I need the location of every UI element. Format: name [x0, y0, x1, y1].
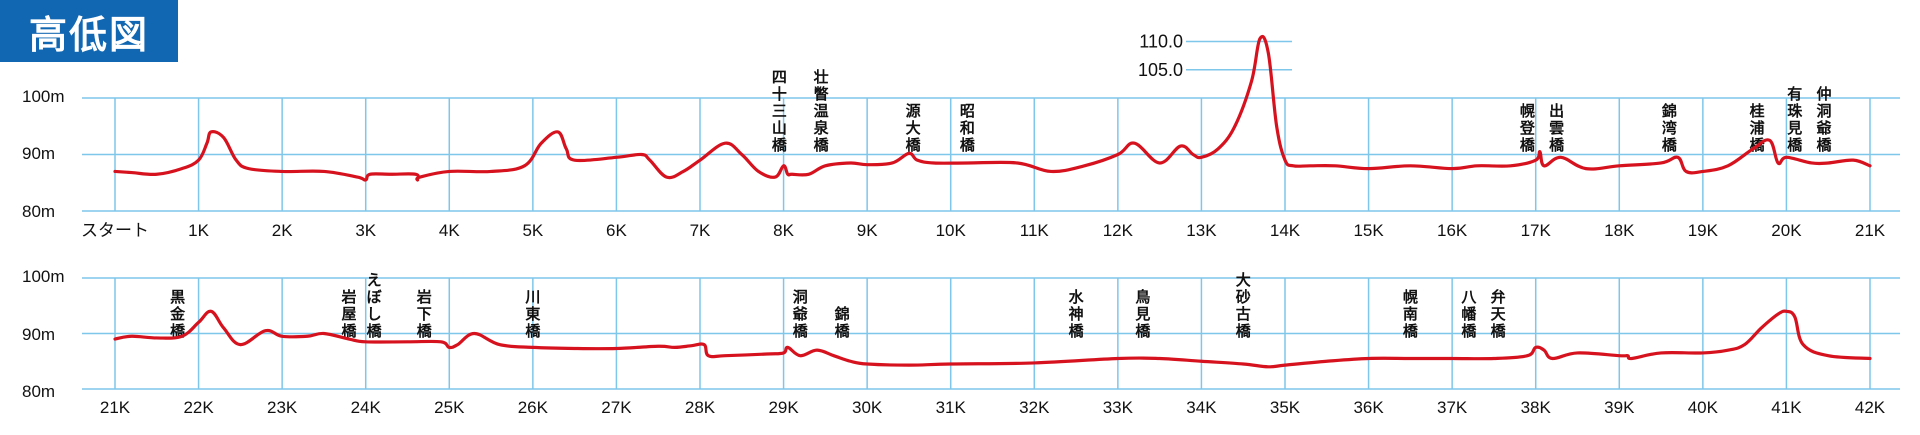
x-tick-label: 34K — [1186, 398, 1217, 417]
x-tick-label: 16K — [1437, 221, 1468, 240]
landmark-label: 大砂古橋 — [1236, 271, 1252, 340]
peak-elevation-label: 110.0 — [1139, 32, 1183, 52]
x-tick-label: 42K — [1855, 398, 1886, 417]
y-tick-label: 100m — [22, 267, 65, 286]
x-tick-label: 40K — [1688, 398, 1719, 417]
x-tick-label: 21K — [100, 398, 131, 417]
x-tick-label: 9K — [857, 221, 878, 240]
x-tick-label: 11K — [1020, 221, 1050, 240]
x-tick-label: 12K — [1103, 221, 1134, 240]
landmark-label: 有珠見橋 — [1786, 85, 1803, 154]
x-tick-label: 1K — [188, 221, 209, 240]
y-tick-label: 90m — [22, 144, 55, 163]
landmark-label: 岩下橋 — [416, 288, 433, 340]
y-tick-label: 80m — [22, 202, 55, 221]
landmark-label: 鳥見橋 — [1134, 288, 1151, 340]
x-tick-label: 7K — [690, 221, 711, 240]
x-tick-label: 31K — [936, 398, 967, 417]
x-tick-label: 15K — [1353, 221, 1384, 240]
x-tick-label: 37K — [1437, 398, 1468, 417]
chart-panel-2: 100m 90m 80m 21K 22K 23K 24K 25K 26K 27K 28K 29K 30K… — [22, 267, 1900, 417]
landmark-label: 昭和橋 — [960, 102, 976, 154]
x-tick-label: 19K — [1688, 221, 1719, 240]
x-tick-label: 28K — [685, 398, 716, 417]
x-tick-label: 32K — [1019, 398, 1050, 417]
landmark-label: 幌登橋 — [1519, 102, 1536, 154]
x-tick-label: 23K — [267, 398, 298, 417]
x-tick-label: 14K — [1270, 221, 1301, 240]
elevation-line — [113, 34, 1872, 182]
x-tick-label: 26K — [518, 398, 549, 417]
y-tick-label: 100m — [22, 87, 65, 106]
landmark-label: 源大橋 — [906, 102, 922, 154]
landmark-label: 幌南橋 — [1403, 288, 1419, 340]
x-tick-label: 8K — [773, 221, 794, 240]
landmark-label: 四十三山橋 — [772, 68, 788, 154]
x-tick-label: 36K — [1353, 398, 1384, 417]
landmark-label: 水神橋 — [1069, 288, 1085, 340]
x-tick-label: 41K — [1771, 398, 1802, 417]
x-tick-label: 35K — [1270, 398, 1301, 417]
x-tick-label: 39K — [1604, 398, 1635, 417]
x-tick-label: 6K — [606, 221, 627, 240]
x-tick-label: 30K — [852, 398, 883, 417]
x-tick-label: 2K — [272, 221, 293, 240]
chart-title: 高低図 — [28, 12, 149, 57]
landmark-label: 錦橋 — [834, 305, 851, 340]
landmark-label: 出雲橋 — [1549, 102, 1565, 154]
x-tick-label: 21K — [1855, 221, 1886, 240]
landmark-label: 弁天橋 — [1491, 288, 1507, 340]
x-tick-label: 29K — [768, 398, 799, 417]
x-tick-label: 5K — [522, 221, 543, 240]
landmark-label: 川東橋 — [524, 288, 541, 340]
landmark-label: えぼし橋 — [367, 271, 383, 340]
x-tick-label: 38K — [1521, 398, 1552, 417]
x-tick-label: 20K — [1771, 221, 1802, 240]
landmark-label: 八幡橋 — [1460, 288, 1477, 340]
x-tick-label: 22K — [183, 398, 214, 417]
x-tick-label: 18K — [1604, 221, 1635, 240]
peak-elevation-label: 105.0 — [1138, 60, 1183, 80]
y-tick-label: 80m — [22, 382, 55, 401]
x-tick-label: 33K — [1103, 398, 1134, 417]
y-tick-label: 90m — [22, 325, 55, 344]
landmark-label: 錦湾橋 — [1661, 102, 1678, 154]
x-tick-label: 4K — [439, 221, 460, 240]
x-tick-label: 17K — [1521, 221, 1552, 240]
elevation-line — [113, 309, 1872, 369]
landmark-label: 岩屋橋 — [340, 288, 357, 340]
x-tick-label: 10K — [936, 221, 967, 240]
landmark-label: 洞爺橋 — [792, 288, 809, 340]
x-tick-label: 13K — [1186, 221, 1217, 240]
x-tick-label: 3K — [355, 221, 376, 240]
x-tick-label: 24K — [351, 398, 382, 417]
x-tick-label: 27K — [601, 398, 632, 417]
x-tick-label: 25K — [434, 398, 465, 417]
chart-panel-1: 100m 90m 80m スタート 1K 2K 3K 4K 5K 6K 7K 8K 9K 10K 11K 12… — [22, 32, 1900, 240]
landmark-label: 黒金橋 — [169, 288, 186, 340]
landmark-label: 壮瞥温泉橋 — [813, 68, 830, 154]
chart-title-badge: 高低図 — [0, 0, 178, 62]
x-tick-label: スタート — [81, 221, 149, 240]
landmark-label: 仲洞爺橋 — [1816, 85, 1833, 154]
